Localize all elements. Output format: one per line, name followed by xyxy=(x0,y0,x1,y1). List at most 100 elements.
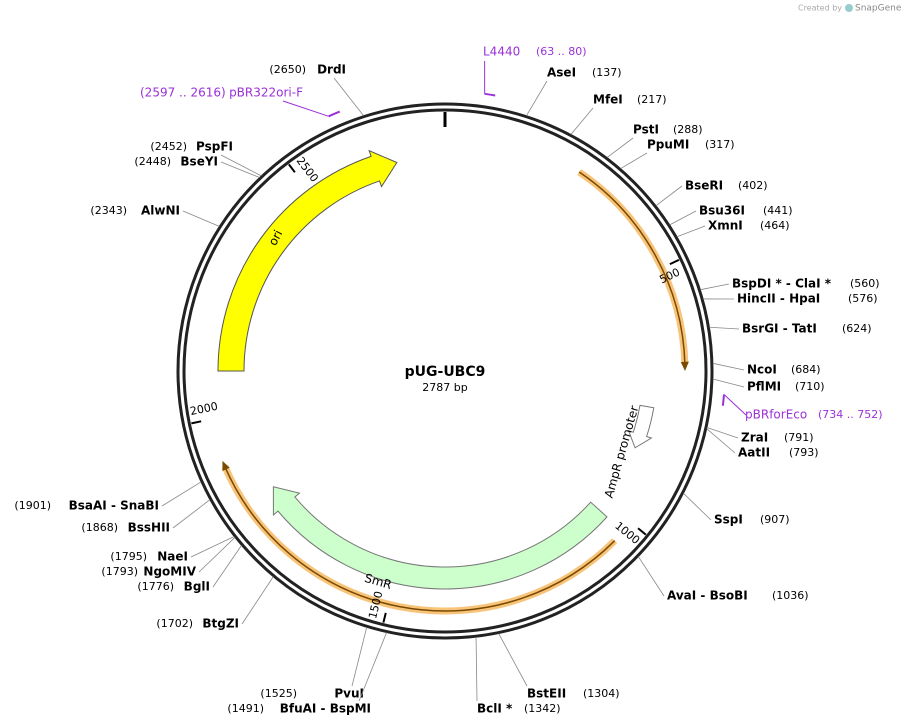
enzyme-name: PspFI xyxy=(196,140,233,154)
enzyme-site: (1793) xyxy=(101,565,138,578)
enzyme-leader xyxy=(706,427,739,439)
enzyme-name: AseI xyxy=(547,66,576,80)
enzyme-site: (576) xyxy=(848,292,878,305)
plasmid-name: pUG-UBC9 xyxy=(405,364,486,380)
enzyme-leader xyxy=(190,536,235,558)
backbone-outer xyxy=(176,102,714,640)
primer-leader xyxy=(282,100,329,117)
enzyme-name: BsaAI - SnaBI xyxy=(69,499,159,513)
enzyme-name: PpuMI xyxy=(647,138,689,152)
enzyme-leader xyxy=(182,210,220,227)
enzyme-site: (907) xyxy=(760,513,790,526)
enzyme-name: BsrGI - TatI xyxy=(742,322,817,336)
enzyme-leader xyxy=(498,633,528,687)
enzyme-name: PflMI xyxy=(747,380,781,394)
enzyme-name: XmnI xyxy=(708,219,743,233)
ori-arrow xyxy=(217,149,398,372)
enzyme-site: (1525) xyxy=(260,687,297,700)
enzyme-site: (2343) xyxy=(90,204,127,217)
enzyme-leader xyxy=(706,428,736,454)
enzyme-leader xyxy=(620,152,648,169)
enzyme-name: BclI * xyxy=(477,702,513,716)
enzyme-site: (791) xyxy=(784,431,814,444)
enzyme-leader xyxy=(638,556,665,597)
backbone-inner xyxy=(182,108,708,634)
enzyme-leader xyxy=(712,378,745,388)
ring-tick-label: 2500 xyxy=(294,154,321,184)
enzyme-leader xyxy=(669,210,697,226)
enzyme-site: (1795) xyxy=(110,550,147,563)
enzyme-leader xyxy=(351,627,368,687)
primer-leader xyxy=(723,394,747,416)
primer-mark xyxy=(721,394,726,406)
enzyme-leader xyxy=(526,80,548,116)
ring-tick xyxy=(637,527,647,536)
enzyme-leader xyxy=(333,77,364,116)
enzyme-name: SspI xyxy=(714,513,743,527)
primer-name: pBR322ori-F xyxy=(229,86,303,100)
enzyme-leader xyxy=(475,637,478,702)
enzyme-name: BseYI xyxy=(180,155,218,169)
enzyme-name: BssHII xyxy=(128,521,170,535)
enzyme-name: HincII - HpaI xyxy=(737,292,820,306)
enzyme-site: (464) xyxy=(760,219,790,232)
ring-tick-label: 1500 xyxy=(366,590,385,620)
enzyme-name: MfeI xyxy=(593,93,623,107)
enzyme-leader xyxy=(712,362,745,371)
enzyme-name: NcoI xyxy=(747,363,777,377)
enzyme-name: AvaI - BsoBI xyxy=(667,589,748,603)
enzyme-name: BspDI * - ClaI * xyxy=(732,277,832,291)
enzyme-site: (684) xyxy=(791,363,821,376)
enzyme-leader xyxy=(570,107,594,135)
enzyme-leader xyxy=(220,154,262,177)
ring-tick-label: 2000 xyxy=(189,400,219,418)
ori-label: ori xyxy=(266,228,286,248)
primer-mark xyxy=(484,92,496,97)
ampr-head xyxy=(222,460,230,472)
ampr-line xyxy=(578,171,686,365)
primer-range: (63 .. 80) xyxy=(536,45,587,58)
enzyme-site: (1868) xyxy=(81,521,118,534)
enzyme-leader xyxy=(358,632,387,702)
enzyme-leader xyxy=(655,185,683,207)
ampr-head xyxy=(680,361,689,371)
enzyme-name: AlwNI xyxy=(141,204,180,218)
enzyme-site: (288) xyxy=(673,123,703,136)
credit-logo xyxy=(845,4,853,12)
enzyme-site: (1776) xyxy=(137,580,174,593)
enzyme-site: (137) xyxy=(592,66,622,79)
enzyme-name: NgoMIV xyxy=(143,565,196,579)
enzyme-site: (402) xyxy=(738,179,768,192)
enzyme-leader xyxy=(172,499,211,529)
enzyme-site: (624) xyxy=(842,322,872,335)
enzyme-site: (2448) xyxy=(134,155,171,168)
enzyme-name: BfuAI - BspMI xyxy=(280,702,371,716)
enzyme-name: AatII xyxy=(738,446,770,460)
enzyme-name: BtgZI xyxy=(202,617,239,631)
enzyme-name: ZraI xyxy=(741,431,768,445)
enzyme-site: (793) xyxy=(789,446,819,459)
primer-mark xyxy=(328,110,341,118)
enzyme-name: DrdI xyxy=(317,63,346,77)
primer-range: (2597 .. 2616) xyxy=(140,86,226,100)
enzyme-leader xyxy=(709,326,740,330)
enzyme-site: (710) xyxy=(795,380,825,393)
ampr-promoter-arrow xyxy=(627,404,655,449)
credit-prefix: Created by xyxy=(798,4,842,13)
enzyme-site: (1702) xyxy=(156,617,193,630)
plasmid-length: 2787 bp xyxy=(422,381,467,394)
ring-tick xyxy=(382,612,387,623)
enzyme-site: (2452) xyxy=(150,140,187,153)
enzyme-leader xyxy=(220,161,260,178)
enzyme-name: BglI xyxy=(184,580,210,594)
enzyme-site: (317) xyxy=(705,138,735,151)
enzyme-leader xyxy=(198,537,236,573)
enzyme-leader xyxy=(606,137,634,158)
enzyme-name: BstEII xyxy=(527,687,566,701)
ring-tick xyxy=(669,258,680,266)
enzyme-leader xyxy=(241,576,274,625)
credit-brand: SnapGene xyxy=(855,4,902,14)
ampr-promoter-label: AmpR promoter xyxy=(602,404,642,500)
ring-tick xyxy=(288,163,296,173)
enzyme-site: (2650) xyxy=(269,63,306,76)
